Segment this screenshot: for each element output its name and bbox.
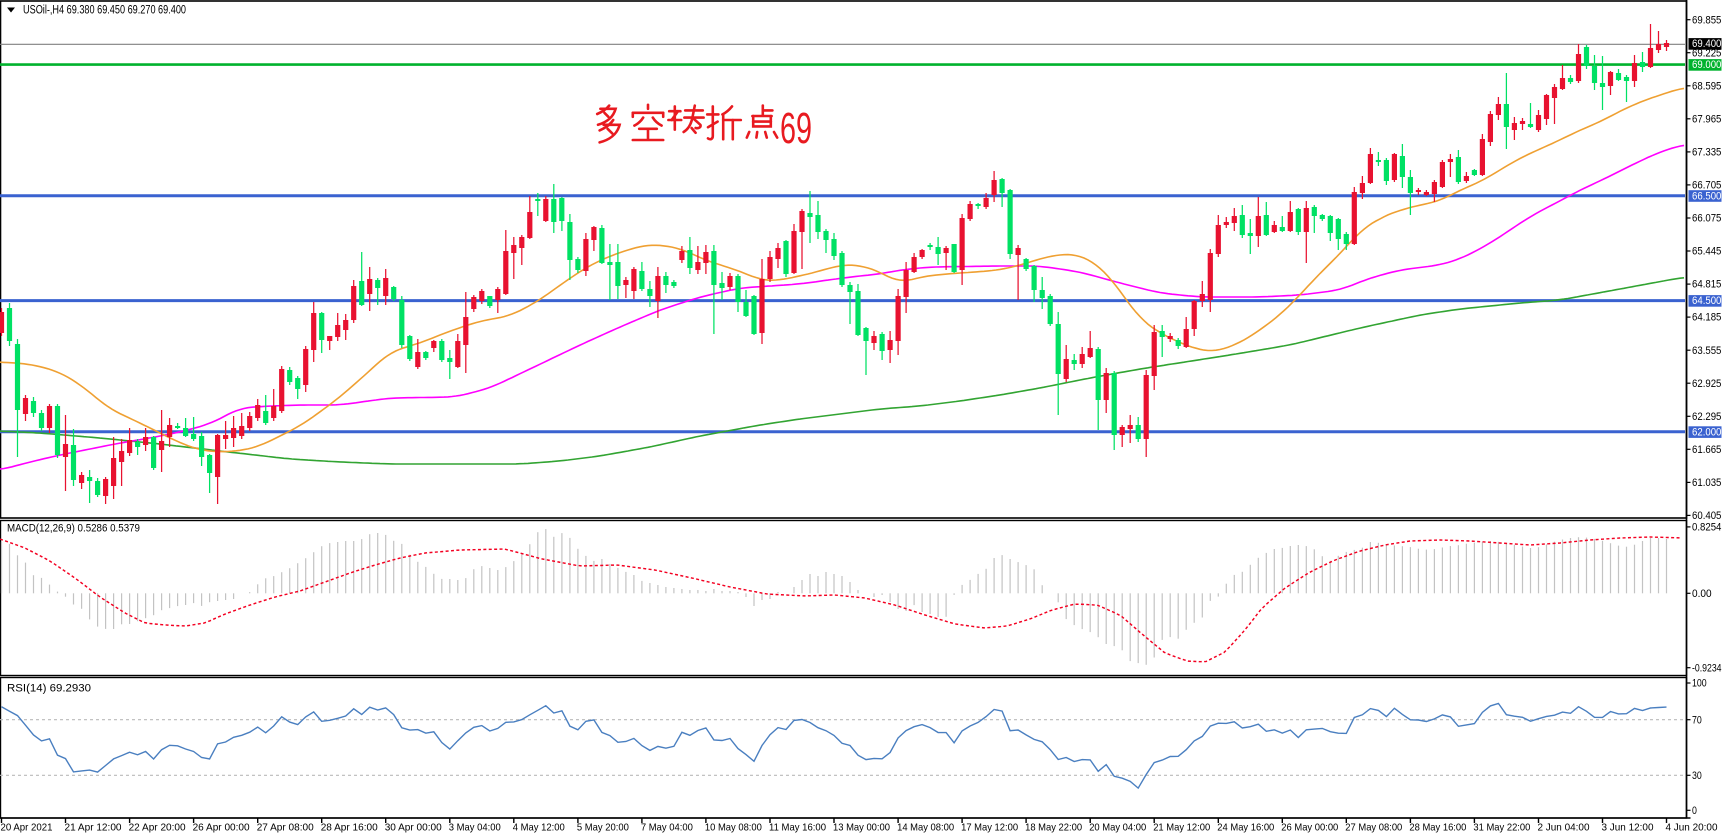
svg-text:24 May 16:00: 24 May 16:00 bbox=[1217, 823, 1274, 834]
svg-text:11 May 16:00: 11 May 16:00 bbox=[769, 823, 826, 834]
svg-text:RSI(14) 69.2930: RSI(14) 69.2930 bbox=[7, 683, 91, 695]
svg-text:69.855: 69.855 bbox=[1692, 14, 1721, 26]
svg-text:3 May 04:00: 3 May 04:00 bbox=[449, 823, 501, 834]
svg-text:7 May 04:00: 7 May 04:00 bbox=[641, 823, 693, 834]
svg-text:22 Apr 20:00: 22 Apr 20:00 bbox=[129, 823, 186, 834]
svg-text:68.595: 68.595 bbox=[1692, 80, 1721, 92]
svg-text:70: 70 bbox=[1692, 714, 1702, 726]
svg-text:21 May 12:00: 21 May 12:00 bbox=[1153, 823, 1210, 834]
svg-text:5 May 20:00: 5 May 20:00 bbox=[577, 823, 629, 834]
svg-text:10 May 08:00: 10 May 08:00 bbox=[705, 823, 762, 834]
svg-text:18 May 22:00: 18 May 22:00 bbox=[1025, 823, 1082, 834]
svg-text:20 May 04:00: 20 May 04:00 bbox=[1089, 823, 1146, 834]
svg-text:61.665: 61.665 bbox=[1692, 444, 1721, 456]
svg-text:30: 30 bbox=[1692, 770, 1702, 782]
svg-text:20 Apr 2021: 20 Apr 2021 bbox=[1, 823, 53, 834]
svg-text:13 May 00:00: 13 May 00:00 bbox=[833, 823, 890, 834]
svg-text:67.335: 67.335 bbox=[1692, 147, 1721, 159]
svg-text:100: 100 bbox=[1692, 678, 1707, 690]
svg-text:0.8254: 0.8254 bbox=[1692, 522, 1721, 534]
svg-text:61.035: 61.035 bbox=[1692, 477, 1721, 489]
svg-text:64.185: 64.185 bbox=[1692, 312, 1721, 324]
svg-text:MACD(12,26,9) 0.5286 0.5379: MACD(12,26,9) 0.5286 0.5379 bbox=[7, 523, 140, 535]
svg-text:31 May 22:00: 31 May 22:00 bbox=[1473, 823, 1530, 834]
svg-text:28 May 16:00: 28 May 16:00 bbox=[1409, 823, 1466, 834]
svg-text:-0.9234: -0.9234 bbox=[1692, 662, 1722, 674]
svg-text:63.555: 63.555 bbox=[1692, 345, 1721, 357]
svg-text:66.500: 66.500 bbox=[1692, 190, 1721, 202]
svg-text:0.00: 0.00 bbox=[1692, 588, 1712, 600]
svg-text:62.000: 62.000 bbox=[1692, 426, 1721, 438]
svg-text:69.000: 69.000 bbox=[1692, 59, 1721, 71]
svg-text:USOil-,H4 69.380 69.450 69.27: USOil-,H4 69.380 69.450 69.270 69.400 bbox=[23, 5, 186, 17]
svg-text:26 Apr 00:00: 26 Apr 00:00 bbox=[193, 823, 250, 834]
svg-text:66.075: 66.075 bbox=[1692, 213, 1721, 225]
svg-text:69.400: 69.400 bbox=[1692, 38, 1721, 50]
svg-text:66.705: 66.705 bbox=[1692, 180, 1721, 192]
svg-text:3 Jun 12:00: 3 Jun 12:00 bbox=[1602, 823, 1654, 834]
svg-text:17 May 12:00: 17 May 12:00 bbox=[961, 823, 1018, 834]
svg-text:27 May 08:00: 27 May 08:00 bbox=[1345, 823, 1402, 834]
svg-text:0: 0 bbox=[1692, 805, 1697, 817]
svg-text:69: 69 bbox=[780, 104, 812, 153]
svg-text:64.500: 64.500 bbox=[1692, 295, 1721, 307]
svg-text:64.815: 64.815 bbox=[1692, 279, 1721, 291]
svg-text:60.405: 60.405 bbox=[1692, 510, 1721, 522]
svg-text:30 Apr 00:00: 30 Apr 00:00 bbox=[385, 823, 442, 834]
svg-text:21 Apr 12:00: 21 Apr 12:00 bbox=[65, 823, 122, 834]
svg-text:26 May 00:00: 26 May 00:00 bbox=[1281, 823, 1338, 834]
svg-text:62.925: 62.925 bbox=[1692, 378, 1721, 390]
svg-text:69.225: 69.225 bbox=[1692, 47, 1721, 59]
svg-text:4 Jun 20:00: 4 Jun 20:00 bbox=[1666, 823, 1718, 834]
svg-text:67.965: 67.965 bbox=[1692, 113, 1721, 125]
svg-text:65.445: 65.445 bbox=[1692, 246, 1721, 258]
svg-text:27 Apr 08:00: 27 Apr 08:00 bbox=[257, 823, 314, 834]
svg-text:14 May 08:00: 14 May 08:00 bbox=[897, 823, 954, 834]
svg-text:2 Jun 04:00: 2 Jun 04:00 bbox=[1538, 823, 1590, 834]
svg-text:62.295: 62.295 bbox=[1692, 411, 1721, 423]
svg-text:28 Apr 16:00: 28 Apr 16:00 bbox=[321, 823, 378, 834]
svg-text:4 May 12:00: 4 May 12:00 bbox=[513, 823, 565, 834]
